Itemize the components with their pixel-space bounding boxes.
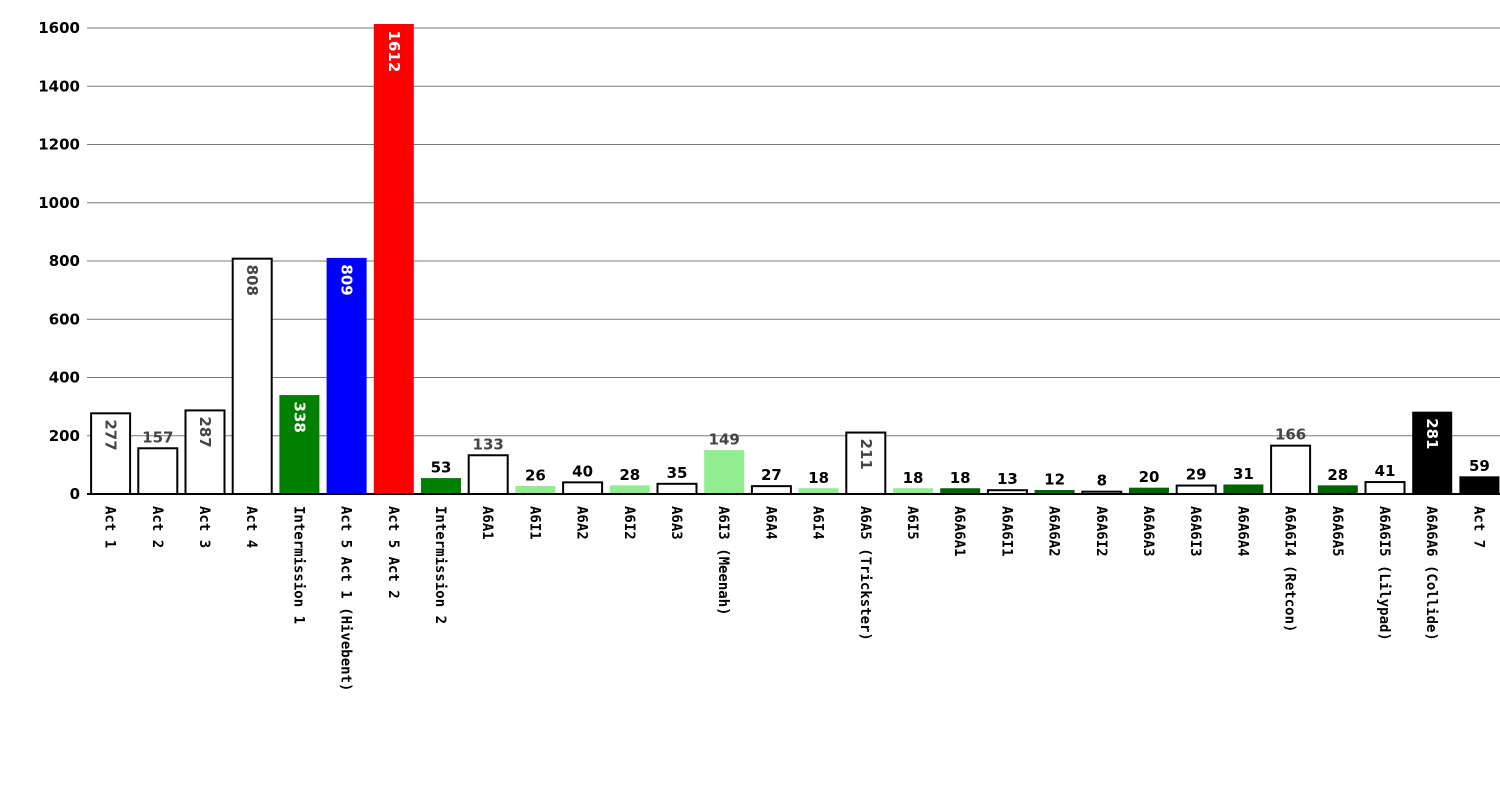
y-tick-label: 1600 <box>38 19 80 37</box>
value-label: 211 <box>857 439 875 470</box>
x-tick-label: A6A6A5 <box>1329 506 1345 557</box>
value-label: 59 <box>1469 457 1490 475</box>
x-tick-label: A6I3 (Meenah) <box>715 506 731 616</box>
x-tick-label: A6A2 <box>574 506 590 540</box>
bar <box>750 485 792 496</box>
x-tick-label: A6A6I2 <box>1093 506 1109 557</box>
value-label: 28 <box>1327 466 1348 484</box>
value-label: 53 <box>431 459 452 477</box>
bar <box>1317 485 1358 495</box>
value-label: 18 <box>903 469 924 487</box>
x-axis-ticks: Act 1 Act 2 Act 3 Act 4 Intermission 1 Act 5 … <box>102 506 1487 691</box>
value-label: 13 <box>997 470 1018 488</box>
x-tick-label: A6A6I3 <box>1187 506 1203 557</box>
y-tick-label: 200 <box>49 427 80 445</box>
y-tick-label: 0 <box>70 485 80 503</box>
y-tick-label: 1000 <box>38 194 80 212</box>
x-tick-label: Act 5 Act 1 (Hivebent) <box>338 506 354 691</box>
x-tick-label: A6A6A4 <box>1234 506 1250 557</box>
value-label: 18 <box>950 469 971 487</box>
value-label: 26 <box>525 466 546 484</box>
value-label: 29 <box>1186 466 1207 484</box>
value-label: 157 <box>142 428 173 446</box>
y-tick-label: 1200 <box>38 136 80 154</box>
value-label: 166 <box>1275 426 1306 444</box>
value-label: 287 <box>196 416 214 447</box>
bars <box>90 24 1500 496</box>
x-tick-label: Act 7 <box>1470 506 1486 548</box>
value-labels: 277 157 287 808 338 809 1612 53 133 26 40 28 35 149 27… <box>102 31 1490 490</box>
bar <box>373 24 414 495</box>
y-tick-label: 400 <box>49 369 80 387</box>
y-tick-label: 1400 <box>38 77 80 95</box>
bar <box>1175 484 1217 495</box>
value-label: 28 <box>619 466 640 484</box>
value-label: 35 <box>667 464 688 482</box>
x-tick-label: A6A6A1 <box>951 506 967 557</box>
bar <box>137 447 179 495</box>
y-axis-ticks: 0 200 400 600 800 1000 1200 1400 1600 <box>38 19 80 503</box>
bar <box>704 450 745 495</box>
x-tick-label: A6I2 <box>621 506 637 540</box>
value-label: 277 <box>102 419 120 450</box>
y-tick-label: 600 <box>49 310 80 328</box>
bar <box>515 485 556 495</box>
bar <box>90 412 132 496</box>
x-tick-label: Intermission 1 <box>290 506 306 624</box>
x-tick-label: A6A4 <box>762 506 778 540</box>
x-tick-label: A6A6A6 (Collide) <box>1423 506 1439 641</box>
value-label: 808 <box>243 265 261 296</box>
y-tick-label: 800 <box>49 252 80 270</box>
value-label: 8 <box>1097 472 1107 490</box>
bar <box>326 257 367 495</box>
x-tick-label: A6I4 <box>810 506 826 540</box>
x-tick-label: Act 1 <box>102 506 118 548</box>
x-tick-label: A6A1 <box>479 506 495 540</box>
value-label: 27 <box>761 466 782 484</box>
bar <box>279 395 320 495</box>
value-label: 133 <box>473 435 504 453</box>
bar <box>184 409 226 496</box>
value-label: 41 <box>1375 462 1396 480</box>
value-label: 281 <box>1423 418 1441 449</box>
value-label: 20 <box>1139 468 1160 486</box>
bar <box>1270 444 1312 495</box>
bar <box>1459 476 1500 495</box>
x-tick-label: A6A5 (Trickster) <box>857 506 873 641</box>
x-tick-label: Intermission 2 <box>432 506 448 624</box>
x-tick-label: Act 3 <box>196 506 212 548</box>
x-tick-label: A6A6A3 <box>1140 506 1156 557</box>
bar <box>421 478 461 495</box>
bar <box>467 454 509 496</box>
x-tick-label: A6A6I5 (Lilypad) <box>1376 506 1392 641</box>
x-tick-label: Act 4 <box>243 506 259 548</box>
bar <box>1223 484 1264 495</box>
bar <box>609 485 650 495</box>
value-label: 12 <box>1044 471 1065 489</box>
bar <box>656 482 698 495</box>
bar <box>1364 481 1406 495</box>
x-tick-label: Act 2 <box>149 506 165 548</box>
x-tick-label: A6I1 <box>526 506 542 540</box>
bar <box>231 257 273 496</box>
x-tick-label: A6A3 <box>668 506 684 540</box>
x-tick-label: A6A6A2 <box>1046 506 1062 557</box>
value-label: 149 <box>709 431 740 449</box>
x-tick-label: A6A6I1 <box>998 506 1014 557</box>
x-tick-label: A6I5 <box>904 506 920 540</box>
value-label: 809 <box>338 264 356 295</box>
value-label: 31 <box>1233 465 1254 483</box>
value-label: 1612 <box>385 31 403 73</box>
bar <box>1412 411 1453 495</box>
value-label: 338 <box>290 402 308 433</box>
value-label: 40 <box>572 462 593 480</box>
bar <box>562 481 604 496</box>
x-tick-label: Act 5 Act 2 <box>385 506 401 599</box>
x-tick-label: A6A6I4 (Retcon) <box>1282 506 1298 632</box>
value-label: 18 <box>808 469 829 487</box>
gridlines <box>87 27 1500 437</box>
